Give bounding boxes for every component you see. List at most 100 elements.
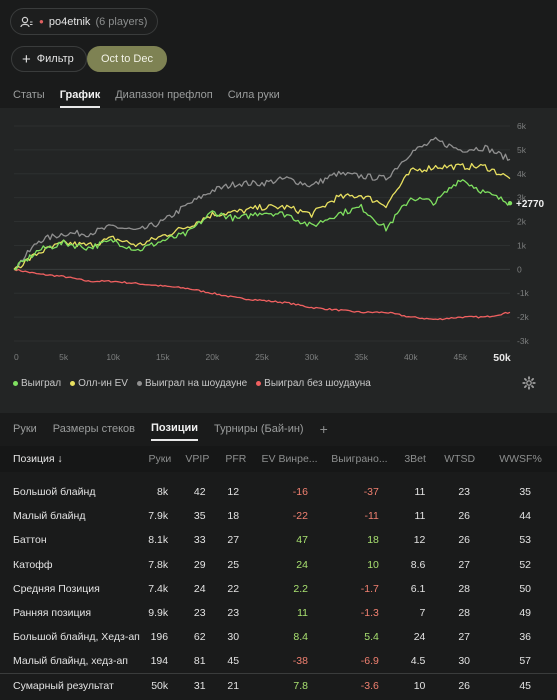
table-cell: 62 (193, 631, 206, 644)
total-row: Сумарный результат 50k 31 21 7.8 -3.6 10 26 45 (0, 672, 557, 698)
filter-button[interactable]: + Фильтр (11, 46, 87, 72)
total-cell: -3.6 (323, 672, 395, 698)
tab-positions[interactable]: Позиции (151, 422, 198, 441)
table-cell: 36 (519, 631, 531, 644)
table-cell: 29 (193, 558, 206, 571)
legend-item-non-showdown[interactable]: Выиграл без шоудауна (256, 378, 371, 389)
y-tick-label: 6k (517, 121, 527, 131)
table-row[interactable]: Большой блайнд 8k 42 12 -16 -37 11 23 35 (0, 480, 557, 504)
end-value-label: +2770 (516, 199, 545, 210)
y-tick-label: -2k (517, 312, 530, 322)
table-header-row: Позиция ↓ Руки VPIP PFR EV Винре... Выиг… (0, 446, 557, 472)
table-cell: 194 (150, 655, 169, 668)
table-cell: 35 (519, 486, 531, 499)
table-cell: 7.9k (148, 510, 169, 523)
table-row[interactable]: Большой блайнд, Хедз-ап 196 62 30 8.4 5.4 24 27… (0, 625, 557, 649)
gear-icon[interactable] (522, 376, 536, 390)
column-header-wwsf[interactable]: WWSF% (499, 453, 542, 465)
table-cell: 47 (296, 534, 308, 547)
table-row[interactable]: Малый блайнд, хедз-ап 194 81 45 -38 -6.9 4.5 30… (0, 649, 557, 673)
column-header-3bet[interactable]: 3Bet (404, 453, 426, 465)
column-header-wtsd[interactable]: WTSD (444, 453, 476, 465)
table-cell: 7.4k (148, 582, 169, 595)
y-tick-label: 5k (517, 145, 527, 155)
table-cell: 30 (458, 655, 470, 668)
legend-item-won[interactable]: Выиграл (13, 378, 61, 389)
chart-legend: Выиграл Олл-ин EV Выиграл на шоудауне Вы… (13, 378, 371, 389)
table-cell: 24 (296, 558, 308, 571)
plus-icon: + (22, 50, 31, 68)
tab-graph[interactable]: График (59, 89, 101, 108)
plus-icon[interactable]: + (319, 421, 328, 437)
y-tick-label: 0 (517, 264, 522, 274)
total-cell: 21 (216, 672, 256, 698)
tab-tournaments[interactable]: Турниры (Бай-ин) (214, 423, 304, 435)
y-tick-label: 2k (517, 217, 527, 227)
tab-stack-sizes[interactable]: Размеры стеков (52, 423, 135, 435)
series-line (13, 179, 511, 271)
x-tick-label: 10k (106, 352, 120, 362)
table-cell: -16 (292, 486, 308, 499)
table-cell: 11 (414, 510, 426, 523)
table-row[interactable]: Малый блайнд 7.9k 35 18 -22 -11 11 26 44 (0, 504, 557, 528)
table-cell: -37 (363, 486, 379, 499)
legend-label: Выиграл на шоудауне (144, 378, 248, 389)
date-range-button[interactable]: Oct to Dec (87, 46, 167, 72)
users-icon (20, 16, 33, 27)
total-cell: 50k (141, 672, 179, 698)
table-cell: 8.4 (293, 631, 308, 644)
table-cell: -11 (364, 510, 379, 523)
legend-swatch-showdown (136, 381, 142, 386)
table-cell: 27 (227, 534, 240, 547)
table-cell: 42 (193, 486, 206, 499)
column-header-position[interactable]: Позиция ↓ (13, 453, 63, 465)
column-header-ev-winrate[interactable]: EV Винре... (261, 453, 318, 465)
table-cell: 10 (367, 558, 379, 571)
legend-item-allin-ev[interactable]: Олл-ин EV (70, 378, 128, 389)
column-header-won[interactable]: Выиграно... (331, 453, 388, 465)
player-selector[interactable]: ● po4etnik (6 players) (10, 8, 159, 35)
total-cell: 26 (435, 672, 484, 698)
x-tick-label: 25k (255, 352, 269, 362)
table-cell: 12 (227, 486, 240, 499)
series-end-marker (507, 200, 513, 206)
legend-item-showdown[interactable]: Выиграл на шоудауне (136, 378, 248, 389)
column-header-hands[interactable]: Руки (148, 453, 172, 465)
total-cell: 45 (484, 672, 557, 698)
table-cell: 23 (458, 486, 470, 499)
table-cell: 27 (458, 631, 470, 644)
table-cell: 33 (193, 534, 206, 547)
tab-stats[interactable]: Статы (13, 89, 45, 101)
bottom-tabs: Руки Размеры стеков Позиции Турниры (Бай… (13, 422, 328, 441)
positions-table: Позиция ↓ Руки VPIP PFR EV Винре... Выиг… (0, 446, 557, 698)
column-header-pfr[interactable]: PFR (225, 453, 247, 465)
tab-hand-strength[interactable]: Сила руки (227, 89, 280, 101)
table-cell: 24 (193, 582, 206, 595)
position-name: Малый блайнд, хедз-ап (13, 655, 128, 668)
table-cell: 11 (297, 607, 308, 620)
bottom-panel (0, 414, 557, 700)
tab-hands[interactable]: Руки (13, 423, 37, 435)
legend-label: Олл-ин EV (78, 378, 128, 389)
table-row[interactable]: Катофф 7.8k 29 25 24 10 8.6 27 52 (0, 553, 557, 577)
table-cell: 35 (193, 510, 206, 523)
y-tick-label: -1k (517, 288, 530, 298)
table-cell: 8k (157, 486, 169, 499)
chart-panel: 6k 5k 4k 3k 2k 1k 0 -1k -2k -3k 0 5k 10k 15k 20k 25k 30k… (0, 108, 557, 413)
table-cell: 49 (519, 607, 531, 620)
table-row[interactable]: Средняя Позиция 7.4k 24 22 2.2 -1.7 6.1 28 50 (0, 577, 557, 601)
tab-preflop-range[interactable]: Диапазон префлоп (115, 89, 213, 101)
table-cell: 30 (227, 631, 240, 644)
table-cell: 26 (458, 534, 470, 547)
table-cell: 26 (458, 510, 470, 523)
x-tick-label: 35k (354, 352, 368, 362)
table-row[interactable]: Баттон 8.1k 33 27 47 18 12 26 53 (0, 528, 557, 552)
total-cell: 7.8 (255, 672, 324, 698)
table-cell: 9.9k (148, 607, 169, 620)
table-cell: -1.3 (360, 607, 379, 620)
column-header-vpip[interactable]: VPIP (185, 453, 210, 465)
table-row[interactable]: Ранняя позиция 9.9k 23 23 11 -1.3 7 28 49 (0, 601, 557, 625)
table-cell: 23 (193, 607, 206, 620)
legend-swatch-allin-ev (70, 381, 76, 386)
table-cell: 6.1 (410, 582, 426, 595)
